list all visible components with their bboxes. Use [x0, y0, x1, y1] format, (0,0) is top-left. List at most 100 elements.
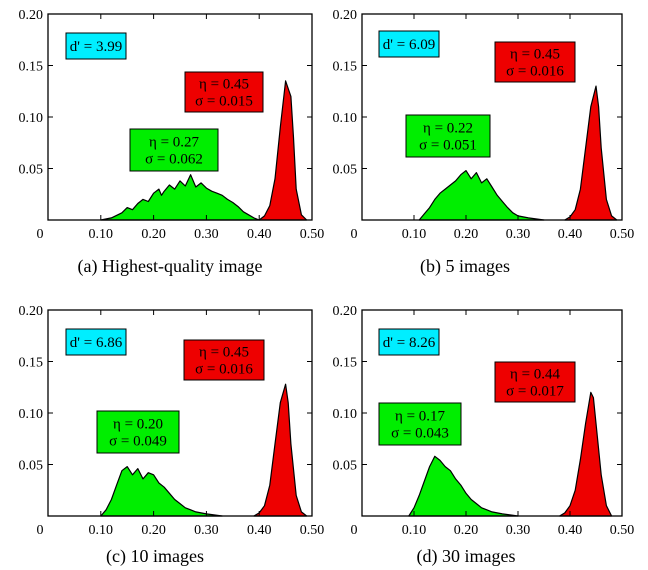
green-stats-label-text: η = 0.17 — [395, 409, 446, 425]
y-tick-label: 0.10 — [19, 407, 44, 422]
green-stats-label-text: η = 0.22 — [423, 121, 473, 137]
panel-1: 0 0.10 0.20 0.30 0.40 0.50 0.05 0.10 0.15 0.20 d' … — [19, 8, 325, 277]
green-distribution — [418, 170, 545, 221]
panel-3: 0 0.10 0.20 0.30 0.40 0.50 0.05 0.10 0.15 0.20 d' … — [19, 304, 325, 567]
green-stats-label: η = 0.17σ = 0.043 — [378, 402, 462, 446]
dprime-label-text: d' = 3.99 — [70, 39, 122, 55]
dprime-label-text: d' = 8.26 — [383, 335, 436, 351]
y-tick-label: 0.20 — [19, 8, 44, 23]
dprime-label-box — [65, 32, 127, 60]
red-stats-label-text: σ = 0.016 — [506, 64, 564, 80]
red-distribution — [559, 391, 613, 517]
red-stats-label-box — [494, 41, 576, 83]
x-tick-label: 0.30 — [506, 523, 531, 538]
x-tick-label: 0.10 — [402, 227, 427, 242]
green-stats-label-box — [129, 128, 219, 172]
red-stats-label-text: σ = 0.016 — [195, 362, 253, 378]
red-distribution — [258, 80, 308, 221]
panel-caption: (d) 30 images — [417, 546, 516, 567]
x-tick-label: 0.40 — [247, 523, 272, 538]
green-stats-label: η = 0.20σ = 0.049 — [96, 410, 180, 454]
dprime-label: d' = 3.99 — [65, 32, 127, 60]
red-stats-label: η = 0.45σ = 0.016 — [183, 339, 265, 381]
y-tick-label: 0.15 — [19, 60, 44, 75]
x-tick-label: 0.50 — [300, 227, 325, 242]
green-stats-label: η = 0.27σ = 0.062 — [129, 128, 219, 172]
x-tick-label: 0.30 — [194, 227, 219, 242]
green-stats-label-text: η = 0.20 — [113, 417, 163, 433]
x-tick-label: 0.20 — [454, 227, 479, 242]
red-stats-label-text: η = 0.45 — [510, 47, 560, 63]
green-stats-label-box — [96, 410, 180, 454]
red-stats-label: η = 0.44σ = 0.017 — [494, 361, 576, 403]
x-tick-label: 0.10 — [402, 523, 427, 538]
panel-4: 0 0.10 0.20 0.30 0.40 0.50 0.05 0.10 0.15 0.20 d' … — [333, 304, 635, 567]
panel-caption: (b) 5 images — [420, 256, 510, 277]
red-stats-label-box — [183, 339, 265, 381]
y-tick-label: 0.20 — [333, 8, 358, 23]
red-stats-label-text: η = 0.45 — [199, 345, 249, 361]
red-stats-label-text: η = 0.44 — [510, 367, 561, 383]
dprime-label-text: d' = 6.09 — [383, 37, 435, 53]
dprime-label-box — [378, 328, 440, 356]
dprime-label: d' = 6.09 — [378, 30, 440, 58]
y-tick-label: 0.15 — [333, 356, 358, 371]
green-stats-label-text: σ = 0.062 — [145, 152, 203, 168]
x-tick-label: 0.30 — [506, 227, 531, 242]
dprime-label: d' = 6.86 — [65, 328, 127, 356]
green-stats-label-text: η = 0.27 — [149, 135, 200, 151]
x-tick-label: 0.10 — [89, 227, 114, 242]
green-stats-label-text: σ = 0.051 — [419, 138, 477, 154]
x-tick-label: 0.20 — [454, 523, 479, 538]
green-distribution — [408, 455, 519, 517]
red-stats-label-box — [494, 361, 576, 403]
red-stats-label-text: σ = 0.017 — [506, 384, 564, 400]
x-tick-label: 0.40 — [247, 227, 272, 242]
x-tick-label: 0.50 — [610, 523, 635, 538]
panel-2: 0 0.10 0.20 0.30 0.40 0.50 0.05 0.10 0.15 0.20 d' … — [333, 8, 635, 277]
x-tick-label: 0.20 — [141, 227, 166, 242]
x-tick-label: 0 — [37, 523, 44, 538]
x-tick-label: 0.50 — [300, 523, 325, 538]
red-stats-label-box — [184, 71, 264, 113]
y-tick-label: 0.15 — [19, 356, 44, 371]
panel-caption: (c) 10 images — [106, 546, 204, 567]
x-tick-label: 0.10 — [89, 523, 114, 538]
green-distribution — [100, 174, 260, 221]
green-distribution — [100, 466, 223, 517]
y-tick-label: 0.20 — [333, 304, 358, 319]
x-tick-label: 0.40 — [558, 523, 583, 538]
x-tick-label: 0.20 — [141, 523, 166, 538]
x-tick-label: 0.40 — [558, 227, 583, 242]
x-tick-label: 0 — [351, 227, 358, 242]
green-stats-label-box — [405, 114, 491, 158]
dprime-label: d' = 8.26 — [378, 328, 440, 356]
y-tick-label: 0.10 — [333, 111, 358, 126]
panel-caption: (a) Highest-quality image — [78, 256, 263, 277]
red-distribution — [564, 85, 618, 221]
red-stats-label-text: σ = 0.015 — [195, 94, 253, 110]
y-tick-label: 0.10 — [19, 111, 44, 126]
dprime-label-box — [65, 328, 127, 356]
green-stats-label-box — [378, 402, 462, 446]
y-tick-label: 0.10 — [333, 407, 358, 422]
y-tick-label: 0.05 — [19, 163, 44, 178]
y-tick-label: 0.20 — [19, 304, 44, 319]
red-stats-label: η = 0.45σ = 0.015 — [184, 71, 264, 113]
red-stats-label: η = 0.45σ = 0.016 — [494, 41, 576, 83]
dprime-label-text: d' = 6.86 — [70, 335, 123, 351]
green-stats-label: η = 0.22σ = 0.051 — [405, 114, 491, 158]
red-distribution — [253, 383, 308, 517]
y-tick-label: 0.15 — [333, 60, 358, 75]
dprime-label-box — [378, 30, 440, 58]
x-tick-label: 0 — [351, 523, 358, 538]
x-tick-label: 0.30 — [194, 523, 219, 538]
x-tick-label: 0.50 — [610, 227, 635, 242]
green-stats-label-text: σ = 0.043 — [391, 426, 449, 442]
y-tick-label: 0.05 — [333, 459, 358, 474]
y-tick-label: 0.05 — [19, 459, 44, 474]
red-stats-label-text: η = 0.45 — [199, 77, 249, 93]
y-tick-label: 0.05 — [333, 163, 358, 178]
green-stats-label-text: σ = 0.049 — [109, 434, 167, 450]
